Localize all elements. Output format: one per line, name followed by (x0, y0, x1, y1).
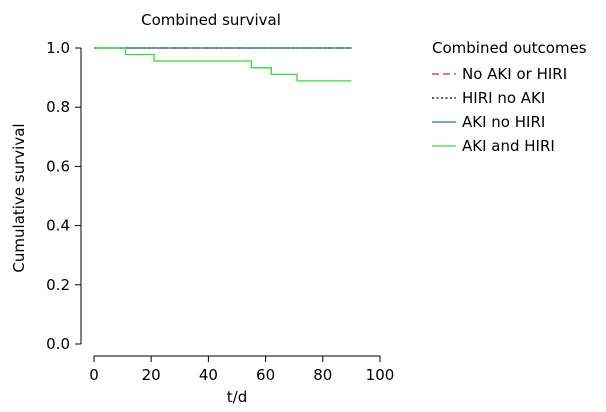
x-axis-label: t/d (227, 388, 247, 406)
x-tick-label: 100 (366, 366, 395, 384)
series-line-4 (94, 47, 352, 82)
legend-label-3: AKI no HIRI (462, 113, 545, 131)
legend-items: No AKI or HIRI HIRI no AKI AKI no HIRI AKI … (432, 65, 567, 155)
series-group (94, 47, 352, 82)
y-tick-label: 0.0 (46, 335, 70, 353)
y-ticks: 0.0 0.2 0.4 0.6 0.8 1.0 (46, 39, 81, 353)
legend-label-1: No AKI or HIRI (462, 65, 567, 83)
chart-title: Combined survival (141, 11, 281, 29)
legend: Combined outcomes No AKI or HIRI HIRI no … (432, 39, 587, 155)
y-tick-label: 0.6 (46, 157, 70, 175)
legend-title: Combined outcomes (432, 39, 587, 57)
x-tick-label: 80 (313, 366, 332, 384)
legend-label-4: AKI and HIRI (462, 137, 555, 155)
y-tick-label: 0.8 (46, 98, 70, 116)
x-ticks: 0 20 40 60 80 100 (89, 356, 394, 384)
y-axis-label: Cumulative survival (10, 123, 28, 272)
x-tick-label: 60 (256, 366, 275, 384)
y-tick-label: 0.4 (46, 217, 70, 235)
axes: 0.0 0.2 0.4 0.6 0.8 1.0 0 20 40 60 80 100 (46, 39, 394, 384)
x-tick-label: 0 (89, 366, 99, 384)
y-tick-label: 1.0 (46, 39, 70, 57)
y-tick-label: 0.2 (46, 276, 70, 294)
x-tick-label: 20 (142, 366, 161, 384)
legend-label-2: HIRI no AKI (462, 89, 545, 107)
x-tick-label: 40 (199, 366, 218, 384)
